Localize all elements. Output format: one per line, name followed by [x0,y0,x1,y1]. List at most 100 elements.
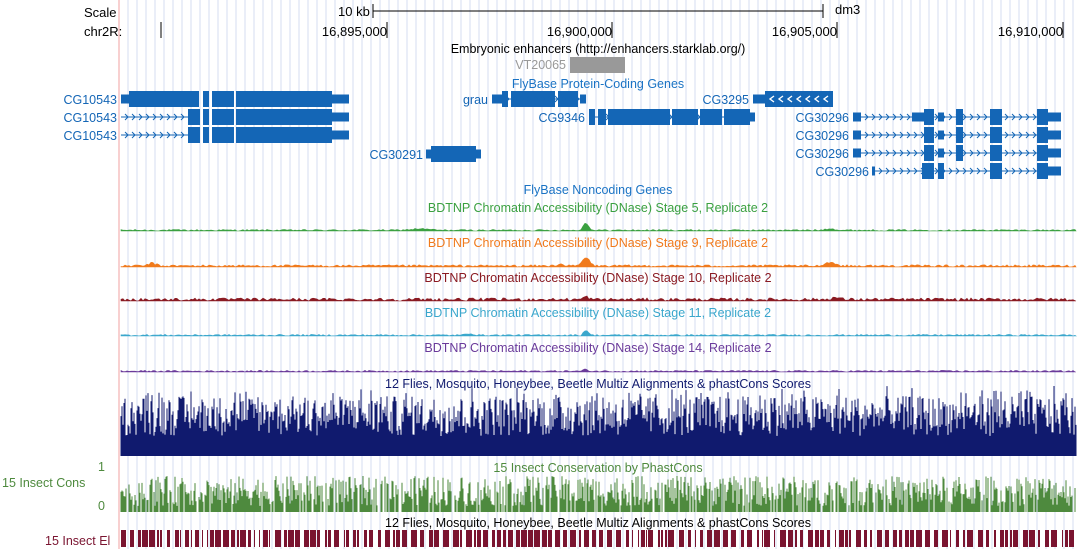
track-title-flybase-coding[interactable]: FlyBase Protein-Coding Genes [511,77,685,91]
strand-arrow [892,167,897,175]
insect-element-block [731,530,736,547]
strand-arrow [526,95,531,103]
strand-arrow [152,113,157,121]
insect-cons-side-label[interactable]: 15 Insect Cons [2,476,86,490]
gene-label-cg30291[interactable]: CG30291 [369,148,423,162]
exon [924,127,934,143]
track-title-dnase-stage10[interactable]: BDTNP Chromatin Accessibility (DNase) St… [424,271,772,285]
insect-elements-side-label[interactable]: 15 Insect El [45,534,111,548]
insect-element-block [528,530,533,547]
insect-element-block [700,530,703,547]
insect-element-block [1038,530,1040,547]
insect-element-block [638,530,639,547]
exon [212,91,234,107]
strand-arrow [871,131,876,139]
exon [1037,127,1048,143]
gene-label-cg10543[interactable]: CG10543 [63,129,117,143]
gene-label-cg30296[interactable]: CG30296 [795,129,849,143]
insect-element-block [1010,530,1012,547]
insect-element-block [483,530,488,547]
exon [1037,145,1048,161]
insect-element-block [714,530,720,547]
insect-element-block [195,530,199,547]
insect-element-block [978,530,983,547]
insect-element-block [237,530,239,547]
strand-arrow [871,113,876,121]
exon [1037,163,1048,179]
strand-arrow [948,113,953,121]
strand-arrow [1011,131,1016,139]
signal-tracks[interactable] [120,222,1077,547]
insect-element-block [994,530,996,547]
insect-cons-axis-max: 1 [98,460,105,474]
exon [236,109,332,125]
insect-element-block [275,530,281,547]
strand-arrow [124,131,129,139]
gene-label-cg10543[interactable]: CG10543 [63,93,117,107]
track-title-dnase-stage11[interactable]: BDTNP Chromatin Accessibility (DNase) St… [424,306,772,320]
gene-models[interactable] [121,91,1061,179]
gene-label-cg3295[interactable]: CG3295 [702,93,749,107]
insect-element-block [905,530,909,547]
exon [853,112,861,122]
insect-element-block [747,530,752,547]
insect-element-block [130,530,134,547]
insect-element-block [460,530,462,547]
strand-arrow [173,113,178,121]
strand-arrow [813,95,820,103]
insect-element-block [599,530,603,547]
exon [332,130,349,140]
strand-arrow [962,113,967,121]
gene-label-grau[interactable]: grau [462,93,488,107]
dnase-stage11-signal [120,330,1077,337]
strand-arrow [906,167,911,175]
insect-element-block [1013,530,1018,547]
gene-label-cg30296[interactable]: CG30296 [795,111,849,125]
track-title-embryonic-enhancers[interactable]: Embryonic enhancers (http://enhancers.st… [450,42,746,56]
exon [924,109,934,125]
exon [589,109,595,125]
strand-arrow [878,149,883,157]
track-title-dnase-stage5[interactable]: BDTNP Chromatin Accessibility (DNase) St… [427,201,769,215]
strand-arrow [505,95,510,103]
track-title-flybase-noncoding[interactable]: FlyBase Noncoding Genes [523,183,673,197]
strand-arrow [878,131,883,139]
insect-element-block [839,530,844,547]
insect-element-block [534,530,540,547]
insect-element-block [661,530,663,547]
strand-arrow [1025,149,1030,157]
insect-element-block [1062,530,1063,547]
strand-arrow [983,149,988,157]
insect-element-block [646,530,647,547]
strand-arrow [159,131,164,139]
track-title-dnase-stage14[interactable]: BDTNP Chromatin Accessibility (DNase) St… [424,341,772,355]
insect-element-block [202,530,203,547]
gene-label-cg30296[interactable]: CG30296 [815,165,869,179]
exon [1048,112,1061,122]
exon [753,94,765,104]
enhancer-label[interactable]: VT20065 [515,58,566,72]
strand-arrow [547,95,552,103]
gene-label-cg30296[interactable]: CG30296 [795,147,849,161]
strand-arrow [1011,113,1016,121]
strand-arrow [561,95,566,103]
strand-arrow [983,113,988,121]
enhancer-feature-vt20065[interactable] [570,57,625,73]
insect-element-block [616,530,621,547]
strand-arrow [962,131,967,139]
gene-label-cg10543[interactable]: CG10543 [63,111,117,125]
track-title-multiz[interactable]: 12 Flies, Mosquito, Honeybee, Beetle Mul… [385,377,811,391]
gene-label-cg9346[interactable]: CG9346 [538,111,585,125]
strand-arrow [166,131,171,139]
insect-element-block [950,530,951,547]
track-title-insect-elements[interactable]: 12 Flies, Mosquito, Honeybee, Beetle Mul… [385,516,811,530]
track-title-dnase-stage9[interactable]: BDTNP Chromatin Accessibility (DNase) St… [427,236,769,250]
exon [332,94,349,104]
track-title-insect-cons[interactable]: 15 Insect Conservation by PhastCons [493,461,703,475]
insect-cons-axis-min: 0 [98,499,105,513]
strand-arrow [969,167,974,175]
strand-arrow [138,113,143,121]
strand-arrow [533,95,538,103]
